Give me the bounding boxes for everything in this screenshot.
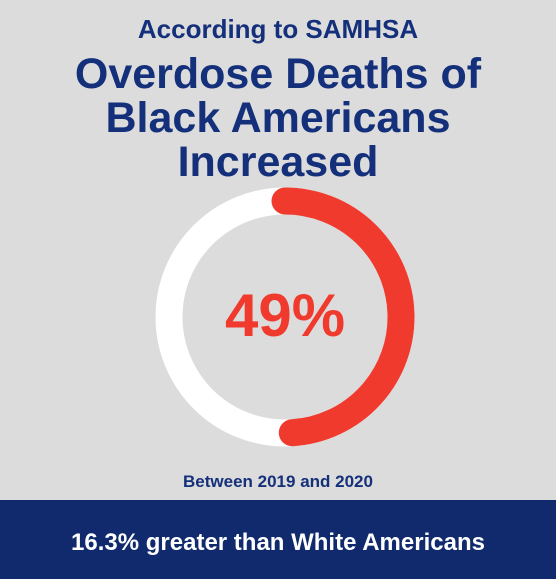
donut-value-label: 49%: [225, 282, 345, 349]
donut-chart: 49%: [155, 187, 415, 447]
headline-line-1: Overdose Deaths of: [74, 50, 482, 98]
headline-line-2: Black Americans: [105, 94, 451, 142]
headline: Overdose Deaths of Black Americans Incre…: [0, 52, 556, 184]
donut-value-arc: [271, 187, 415, 447]
footer-banner: 16.3% greater than White Americans: [0, 500, 556, 579]
headline-line-3: Increased: [177, 138, 379, 186]
source-subtitle: According to SAMHSA: [137, 14, 419, 44]
period-caption: Between 2019 and 2020: [183, 472, 373, 491]
footer-banner-text: 16.3% greater than White Americans: [71, 529, 485, 556]
